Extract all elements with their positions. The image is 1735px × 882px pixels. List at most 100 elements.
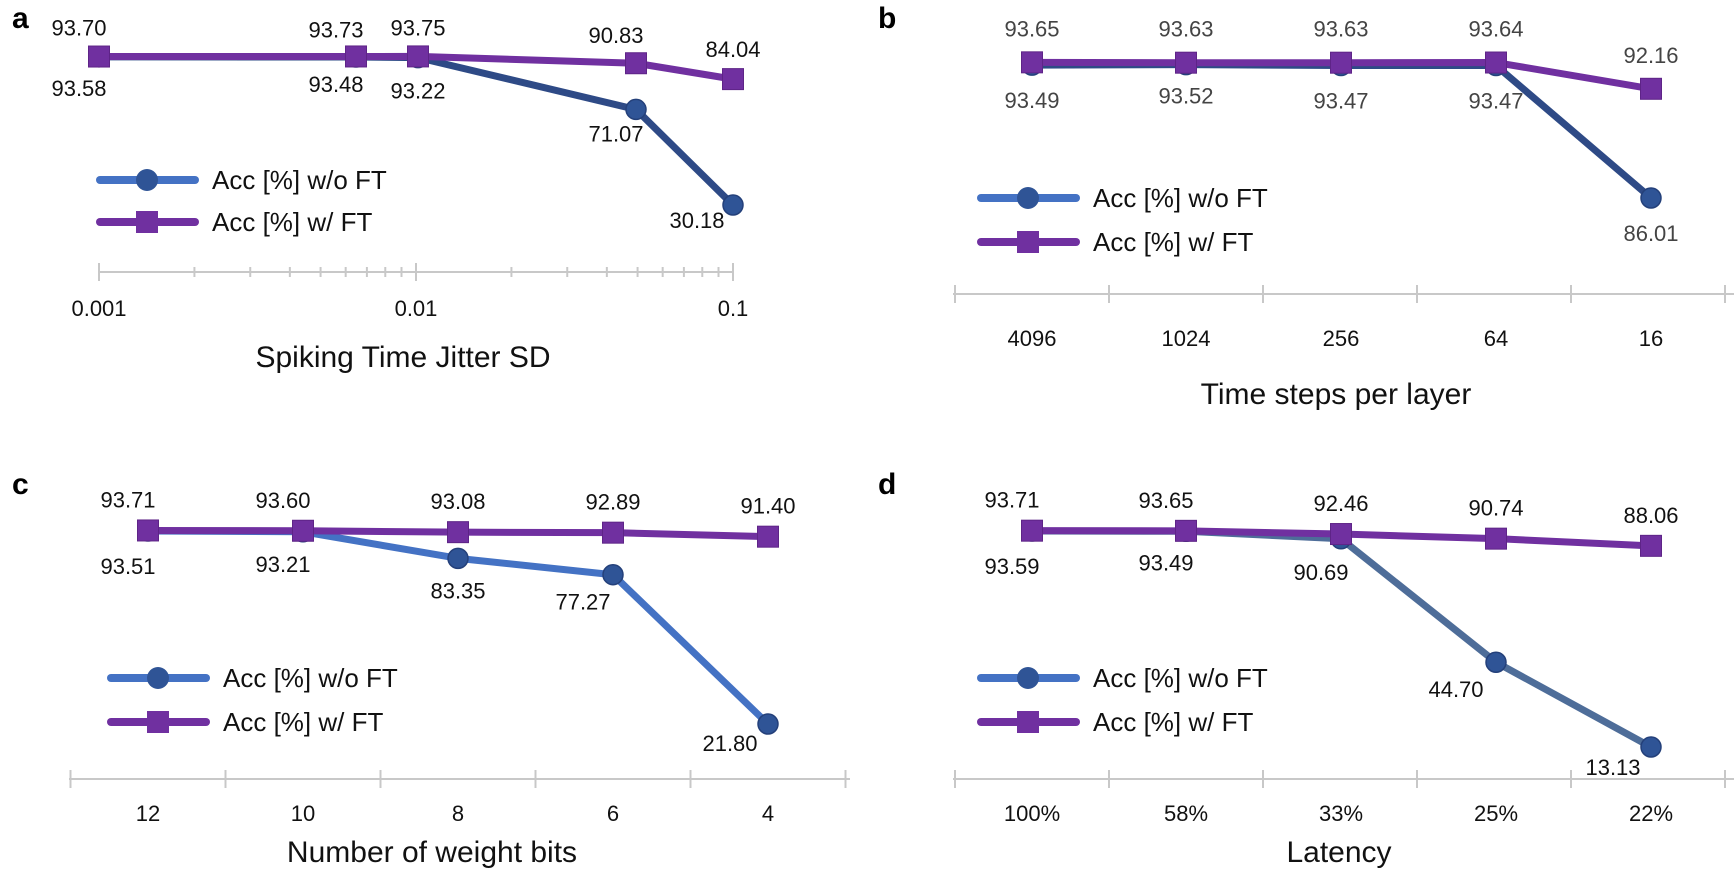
data-point-wo-ft <box>1640 187 1662 209</box>
legend-label: Acc [%] w/o FT <box>1093 663 1268 693</box>
data-point-w-ft <box>1485 51 1507 74</box>
panel-d: d 100% 58% 33% 25% 22% Latency 93.59 93.49 90.69 4… <box>878 468 1734 869</box>
legend-marker-w-ft <box>147 711 169 733</box>
legend-marker-wo-ft <box>136 169 158 191</box>
x-tick-label: 6 <box>607 801 619 826</box>
legend-marker-w-ft <box>1017 231 1039 253</box>
data-point-wo-ft <box>1485 651 1507 673</box>
data-label: 71.07 <box>588 121 643 146</box>
legend-marker-wo-ft <box>147 667 169 689</box>
x-axis-title: Time steps per layer <box>1201 378 1472 411</box>
data-label: 77.27 <box>555 590 610 615</box>
data-label: 83.35 <box>430 578 485 603</box>
panel-letter: c <box>12 468 29 501</box>
x-axis-title: Spiking Time Jitter SD <box>255 341 550 374</box>
data-point-wo-ft <box>602 563 624 586</box>
data-label: 93.21 <box>255 552 310 577</box>
data-point-w-ft <box>1021 519 1043 542</box>
legend-marker-w-ft <box>136 211 158 233</box>
x-axis: 4096 1024 256 64 16 <box>953 285 1734 351</box>
legend-label: Acc [%] w/ FT <box>223 707 383 737</box>
data-label: 93.65 <box>1004 16 1059 41</box>
data-point-w-ft <box>1175 51 1197 74</box>
x-tick-label: 256 <box>1323 326 1360 351</box>
x-tick-label: 58% <box>1164 801 1208 826</box>
data-point-wo-ft <box>1640 736 1662 758</box>
legend: Acc [%] w/o FT Acc [%] w/ FT <box>107 663 398 737</box>
data-point-w-ft <box>88 45 110 68</box>
data-label: 90.69 <box>1293 560 1348 585</box>
data-label: 92.89 <box>585 490 640 515</box>
data-point-w-ft <box>757 525 779 548</box>
data-label: 93.52 <box>1158 84 1213 109</box>
data-point-w-ft <box>407 45 429 68</box>
legend: Acc [%] w/o FT Acc [%] w/ FT <box>96 165 387 237</box>
data-label: 93.49 <box>1004 88 1059 113</box>
data-label: 44.70 <box>1428 677 1483 702</box>
data-label: 91.40 <box>740 494 795 519</box>
legend-label: Acc [%] w/o FT <box>1093 183 1268 213</box>
data-point-wo-ft <box>722 194 744 216</box>
panel-letter: d <box>878 468 896 501</box>
panel-letter: b <box>878 2 896 35</box>
data-label: 93.59 <box>984 554 1039 579</box>
data-point-w-ft <box>1175 519 1197 542</box>
data-label: 93.49 <box>1138 550 1193 575</box>
legend-label: Acc [%] w/ FT <box>1093 707 1253 737</box>
legend-label: Acc [%] w/ FT <box>212 207 372 237</box>
data-label: 90.74 <box>1468 496 1523 521</box>
x-tick-label: 4 <box>762 801 774 826</box>
panel-c: c 12 10 8 6 4 Number of weight bits 93.51 93.21 8… <box>12 468 850 869</box>
legend: Acc [%] w/o FT Acc [%] w/ FT <box>977 183 1268 257</box>
legend-label: Acc [%] w/o FT <box>212 165 387 195</box>
data-label: 93.58 <box>51 76 106 101</box>
data-label: 93.22 <box>390 79 445 104</box>
data-label: 93.73 <box>308 17 363 42</box>
data-label: 86.01 <box>1623 221 1678 246</box>
data-point-w-ft <box>625 52 647 75</box>
data-label: 30.18 <box>669 208 724 233</box>
data-point-w-ft <box>345 45 367 68</box>
data-label: 93.51 <box>100 554 155 579</box>
data-label: 93.70 <box>51 16 106 41</box>
x-tick-label: 33% <box>1319 801 1363 826</box>
data-point-w-ft <box>292 519 314 542</box>
x-tick-label: 25% <box>1474 801 1518 826</box>
data-label: 21.80 <box>702 731 757 756</box>
data-label: 13.13 <box>1585 755 1640 780</box>
x-axis: 100% 58% 33% 25% 22% <box>953 770 1734 826</box>
data-label: 90.83 <box>588 23 643 48</box>
x-tick-label: 0.1 <box>718 296 749 321</box>
data-point-w-ft <box>1330 51 1352 74</box>
x-tick-label: 12 <box>136 801 160 826</box>
x-tick-label: 4096 <box>1008 326 1057 351</box>
data-label: 88.06 <box>1623 503 1678 528</box>
data-label: 93.63 <box>1158 17 1213 42</box>
x-axis: 0.001 0.01 0.1 <box>71 263 748 321</box>
data-label: 93.65 <box>1138 488 1193 513</box>
x-tick-label: 0.01 <box>395 296 438 321</box>
data-label: 93.47 <box>1313 89 1368 114</box>
data-point-w-ft <box>1330 523 1352 546</box>
legend-label: Acc [%] w/o FT <box>223 663 398 693</box>
data-label: 93.08 <box>430 489 485 514</box>
data-label: 93.75 <box>390 15 445 40</box>
data-point-wo-ft <box>447 547 469 570</box>
data-label: 93.47 <box>1468 89 1523 114</box>
data-point-w-ft <box>722 68 744 91</box>
legend-marker-w-ft <box>1017 711 1039 733</box>
x-tick-label: 1024 <box>1162 326 1211 351</box>
legend-marker-wo-ft <box>1017 187 1039 209</box>
data-label: 84.04 <box>705 37 760 62</box>
x-tick-label: 8 <box>452 801 464 826</box>
data-point-wo-ft <box>757 713 779 735</box>
data-label: 92.16 <box>1623 43 1678 68</box>
data-point-w-ft <box>1485 527 1507 550</box>
data-label: 93.48 <box>308 72 363 97</box>
data-label: 93.63 <box>1313 17 1368 42</box>
x-tick-label: 0.001 <box>71 296 126 321</box>
data-label: 93.60 <box>255 488 310 513</box>
data-point-w-ft <box>137 519 159 542</box>
x-axis-title: Number of weight bits <box>287 836 577 869</box>
